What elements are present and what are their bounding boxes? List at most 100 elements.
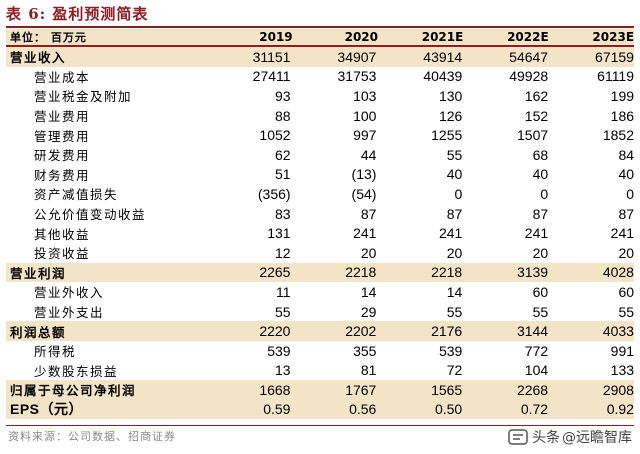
table-row: 营业收入 31151 34907 43914 54647 67159 bbox=[6, 47, 634, 67]
row-value: 355 bbox=[353, 342, 377, 359]
row-value: 997 bbox=[353, 127, 377, 144]
row-label: 管理费用 bbox=[34, 128, 91, 144]
row-value: 84 bbox=[618, 146, 635, 163]
table-row: EPS（元） 0.59 0.56 0.50 0.72 0.92 bbox=[6, 399, 634, 420]
table-row: 营业外收入 11 14 14 60 60 bbox=[6, 282, 634, 302]
row-label: 财务费用 bbox=[34, 167, 91, 183]
row-value: 49928 bbox=[509, 68, 549, 85]
table-row: 财务费用 51 (13) 40 40 40 bbox=[6, 165, 634, 185]
row-value: 1507 bbox=[517, 127, 549, 144]
row-value: 88 bbox=[275, 107, 291, 124]
row-label: 资产减值损失 bbox=[34, 187, 119, 203]
watermark: 头条 @远瞻智库 bbox=[508, 426, 634, 448]
table-row: 利润总额 2220 2202 2176 3144 4033 bbox=[6, 321, 634, 341]
row-value: 2268 bbox=[516, 381, 549, 398]
row-value: 199 bbox=[610, 87, 635, 104]
row-value: 55 bbox=[532, 303, 549, 320]
row-label: 营业成本 bbox=[34, 69, 91, 85]
row-value: 0.72 bbox=[520, 401, 549, 418]
row-value: 1255 bbox=[431, 127, 463, 144]
row-value: 20 bbox=[532, 244, 549, 261]
row-value: 0.56 bbox=[349, 401, 377, 418]
row-value: 133 bbox=[610, 362, 635, 379]
row-value: 4028 bbox=[602, 264, 634, 281]
row-value: 0 bbox=[454, 185, 463, 202]
title-divider bbox=[6, 26, 634, 28]
row-value: (54) bbox=[351, 185, 377, 202]
row-value: 0 bbox=[540, 185, 549, 202]
table-row: 营业税金及附加 93 103 130 162 199 bbox=[6, 86, 634, 106]
row-value: 20 bbox=[618, 244, 635, 261]
row-value: 87 bbox=[618, 205, 635, 222]
row-value: 0 bbox=[626, 185, 635, 202]
row-value: 162 bbox=[524, 87, 549, 104]
row-value: 1052 bbox=[259, 127, 291, 144]
row-label: 营业收入 bbox=[10, 50, 67, 66]
row-value: 51 bbox=[275, 166, 291, 183]
row-value: 62 bbox=[275, 146, 291, 163]
row-value: 100 bbox=[353, 107, 377, 124]
row-value: 104 bbox=[524, 362, 549, 379]
row-label: 少数股东损益 bbox=[34, 363, 119, 379]
row-value: 2218 bbox=[345, 264, 377, 281]
table-row: 管理费用 1052 997 1255 1507 1852 bbox=[6, 125, 634, 145]
row-value: 126 bbox=[438, 107, 463, 124]
row-value: 186 bbox=[610, 107, 635, 124]
unit-label: 单位： 百万元 bbox=[10, 31, 87, 44]
row-value: 13 bbox=[275, 362, 291, 379]
row-value: 0.50 bbox=[434, 401, 463, 418]
row-value: 241 bbox=[610, 225, 635, 242]
row-value: 67159 bbox=[595, 48, 634, 65]
year-header: 2022E bbox=[507, 30, 549, 44]
row-value: 40 bbox=[618, 166, 635, 183]
row-value: 0.92 bbox=[606, 401, 634, 418]
table-row: 所得税 539 355 539 772 991 bbox=[6, 341, 634, 361]
row-value: 27411 bbox=[252, 68, 291, 85]
table-bottom-divider bbox=[6, 425, 634, 426]
row-value: 60 bbox=[532, 283, 549, 300]
row-value: 131 bbox=[267, 225, 291, 242]
table-row: 公允价值变动收益 83 87 87 87 87 bbox=[6, 204, 634, 224]
table-body: 营业收入 31151 34907 43914 54647 67159 营业成本 27411 31… bbox=[6, 47, 635, 420]
row-value: 3139 bbox=[516, 264, 549, 281]
row-value: 34907 bbox=[337, 48, 377, 65]
table-row: 投资收益 12 20 20 20 20 bbox=[6, 243, 634, 263]
row-value: 87 bbox=[360, 205, 377, 222]
row-value: 1852 bbox=[602, 127, 635, 144]
row-label: 归属于母公司净利润 bbox=[10, 383, 137, 399]
row-value: 93 bbox=[275, 87, 291, 104]
year-header: 2020 bbox=[344, 30, 378, 44]
row-value: 130 bbox=[438, 87, 463, 104]
row-value: 2265 bbox=[259, 264, 291, 281]
row-value: 40439 bbox=[423, 68, 463, 85]
row-value: 3144 bbox=[516, 323, 549, 340]
row-label: 所得税 bbox=[34, 344, 77, 360]
row-value: 31753 bbox=[337, 68, 377, 85]
table-row: 营业费用 88 100 126 152 186 bbox=[6, 106, 634, 126]
table-row: 少数股东损益 13 81 72 104 133 bbox=[6, 361, 634, 381]
row-value: 1565 bbox=[431, 381, 463, 398]
row-value: 241 bbox=[438, 225, 463, 242]
row-value: 55 bbox=[446, 146, 463, 163]
row-label: 营业外收入 bbox=[34, 285, 105, 301]
row-label: EPS（元） bbox=[10, 401, 84, 418]
row-value: 12 bbox=[275, 244, 291, 261]
toutiao-logo-icon bbox=[508, 429, 528, 445]
row-value: 55 bbox=[446, 303, 463, 320]
table-header: 单位： 百万元 2019 2020 2021E 2022E 2023E bbox=[6, 29, 634, 47]
table-row: 归属于母公司净利润 1668 1767 1565 2268 2908 bbox=[6, 380, 634, 400]
year-header: 2021E bbox=[421, 30, 464, 44]
row-label: 营业外支出 bbox=[34, 305, 105, 321]
watermark-account: @远瞻智库 bbox=[562, 430, 632, 446]
row-value: 2220 bbox=[259, 323, 291, 340]
row-value: 83 bbox=[275, 205, 291, 222]
table-title: 表 6: 盈利预测简表 bbox=[6, 5, 149, 23]
row-value: 55 bbox=[275, 303, 291, 320]
row-value: 43914 bbox=[423, 48, 463, 65]
row-value: 40 bbox=[446, 166, 463, 183]
row-value: 20 bbox=[360, 244, 377, 261]
row-value: (13) bbox=[351, 166, 377, 183]
row-label: 营业利润 bbox=[10, 265, 67, 281]
row-value: 241 bbox=[524, 225, 549, 242]
row-value: 11 bbox=[276, 283, 291, 300]
